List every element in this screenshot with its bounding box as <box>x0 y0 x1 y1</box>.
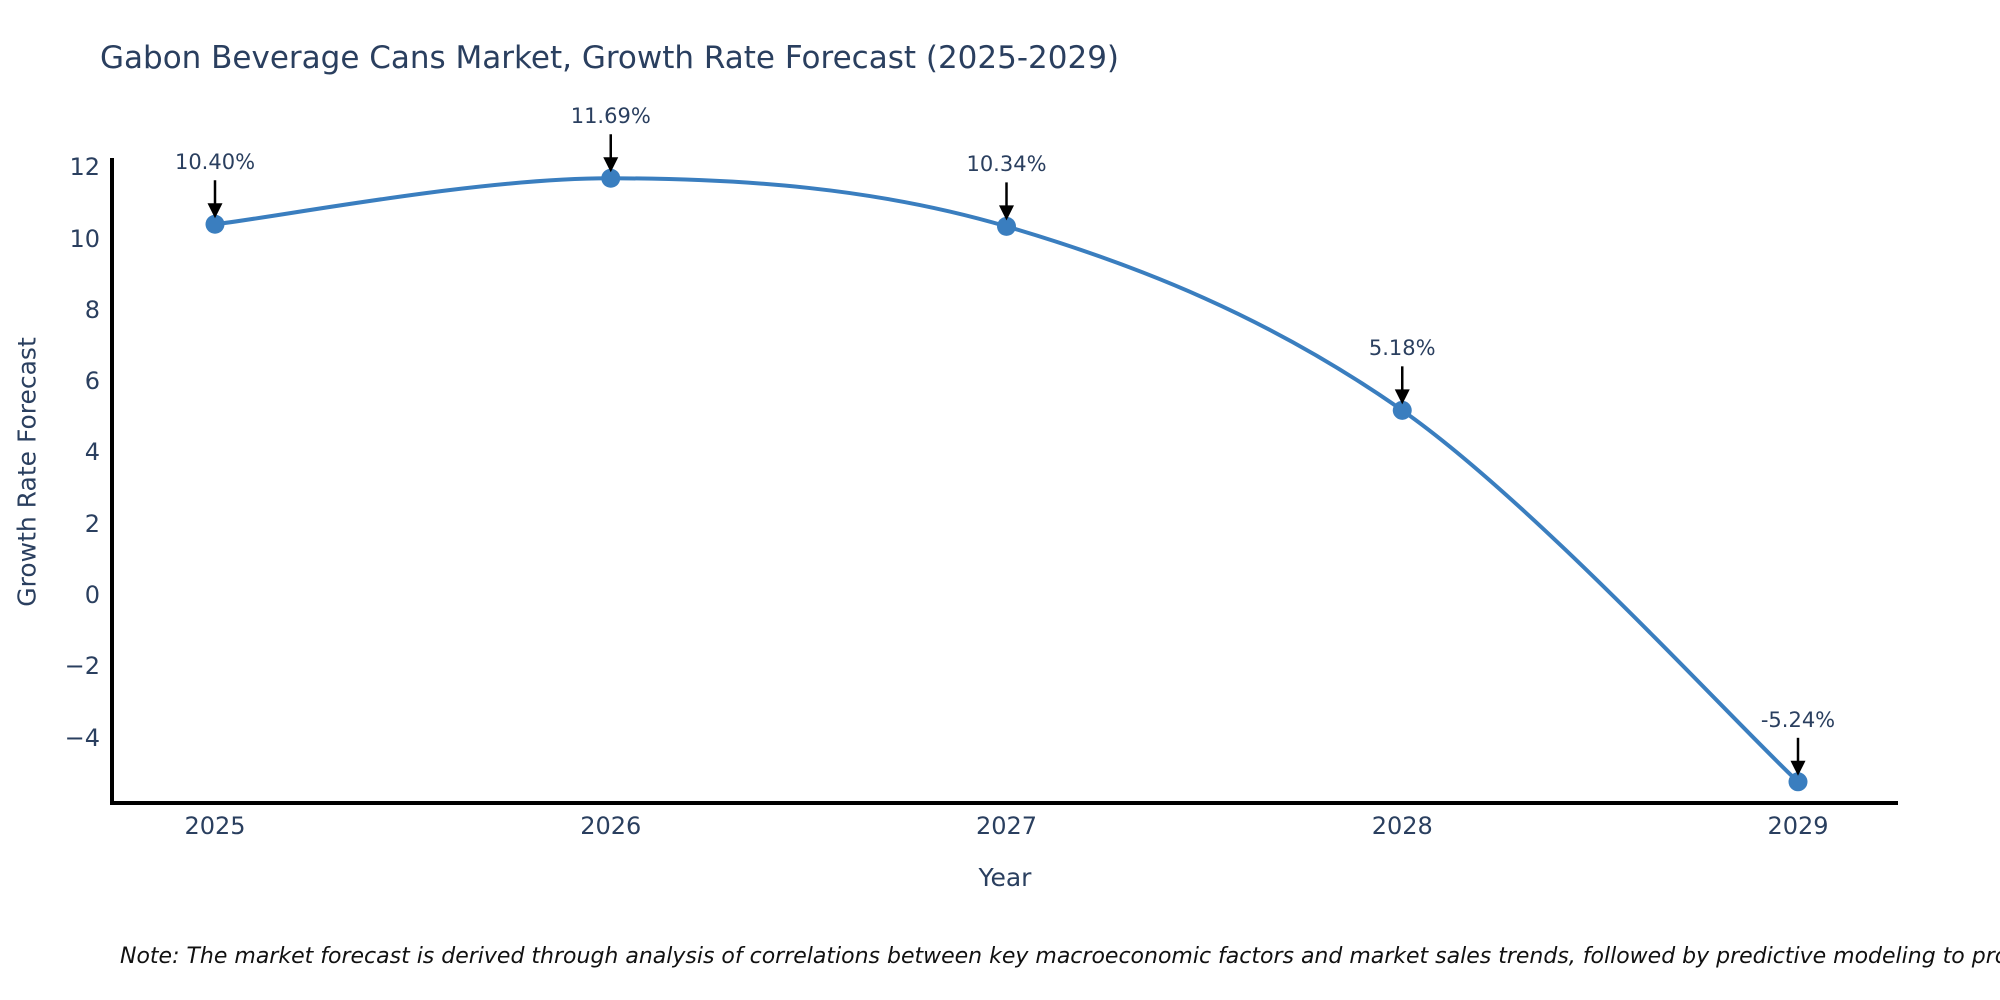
annotation-arrowhead-icon <box>1790 760 1806 776</box>
chart-title: Gabon Beverage Cans Market, Growth Rate … <box>100 40 1120 76</box>
y-tick-label: 12 <box>69 153 100 182</box>
data-point-marker <box>1788 772 1808 792</box>
data-point-marker <box>601 168 621 188</box>
x-tick-label: 2027 <box>975 812 1038 840</box>
x-axis-title: Year <box>978 863 1032 892</box>
x-tick-label: 2026 <box>580 812 642 840</box>
y-tick-label: 8 <box>84 295 100 324</box>
annotation-arrowhead-icon <box>207 203 223 219</box>
data-point-marker <box>205 214 225 234</box>
y-tick-label: 2 <box>84 509 100 538</box>
y-tick-label: 6 <box>84 367 100 396</box>
annotation-arrowhead-icon <box>603 157 619 173</box>
footnote: Note: The market forecast is derived thr… <box>120 944 2000 969</box>
y-tick-label: −2 <box>64 652 100 681</box>
y-tick-label: 4 <box>84 438 100 467</box>
point-annotation-label: 10.34% <box>966 152 1047 177</box>
y-tick-label: 10 <box>69 224 100 253</box>
x-tick-label: 2029 <box>1767 812 1829 840</box>
x-tick-label: 2028 <box>1371 812 1433 840</box>
series-line-layer <box>205 168 1808 792</box>
series-line <box>214 176 1800 784</box>
x-tick-label: 2025 <box>184 812 246 840</box>
point-annotation-label: 11.69% <box>570 104 651 129</box>
point-annotation-label: -5.24% <box>1760 707 1836 732</box>
point-annotation-label: 10.40% <box>174 150 256 175</box>
annotation-arrow-layer <box>207 134 1806 776</box>
point-annotation-label: 5.18% <box>1368 336 1436 361</box>
y-axis-title: Growth Rate Forecast <box>12 337 42 607</box>
data-point-marker <box>997 216 1016 236</box>
y-tick-label: 0 <box>84 581 100 609</box>
y-tick-label: −4 <box>64 723 100 752</box>
annotation-arrowhead-icon <box>999 205 1014 221</box>
data-point-marker <box>1392 400 1412 420</box>
annotation-arrowhead-icon <box>1394 389 1410 405</box>
